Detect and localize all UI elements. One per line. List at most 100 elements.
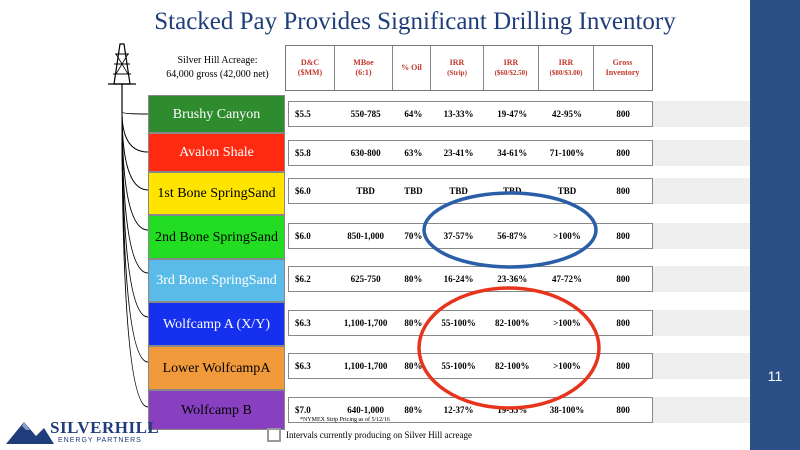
red-highlight-oval (417, 286, 601, 410)
formation-name-cont: Sand (247, 186, 276, 201)
row-shade (653, 101, 750, 127)
table-cell: $6.3 (295, 361, 311, 371)
logo-subtitle: ENERGY PARTNERS (58, 437, 142, 444)
acreage-line1: Silver Hill Acreage: (177, 55, 258, 66)
acreage-line2: 64,000 gross (42,000 net) (166, 69, 269, 80)
table-cell: 70% (404, 231, 423, 241)
table-cell: 82-100% (495, 318, 530, 328)
table-cell: TBD (503, 186, 522, 196)
header-gross-inventory: Gross Inventory (593, 46, 651, 90)
formation-name: Wolfcamp A (X/ (163, 316, 256, 332)
table-cell: 1,100-1,700 (343, 361, 388, 371)
page-number: 11 (767, 368, 783, 384)
table-cell: 38-100% (549, 405, 585, 415)
header-irr-strip: IRR (Strip) (430, 46, 483, 90)
table-row: $5.5 550-785 64% 13-33% 19-47% 42-95% 800 (288, 101, 653, 127)
formation-name: Wolfcamp B (181, 402, 252, 418)
table-cell: $5.8 (295, 148, 311, 158)
legend-text: Intervals currently producing on Silver … (286, 430, 472, 440)
table-cell: TBD (404, 186, 423, 196)
well-diagram-icon (108, 43, 149, 408)
table-cell: 23-36% (497, 274, 528, 284)
table-cell: 47-72% (551, 274, 582, 284)
table-cell: 630-800 (350, 148, 381, 158)
table-cell: >100% (553, 231, 581, 241)
table-cell: 1,100-1,700 (343, 318, 388, 328)
table-cell: $6.0 (295, 186, 311, 196)
row-shade (653, 353, 750, 379)
table-cell: TBD (449, 186, 468, 196)
header-irr-80: IRR ($80/$3.00) (538, 46, 593, 90)
table-cell: 80% (404, 274, 423, 284)
table-cell: 800 (616, 186, 630, 196)
table-cell: 63% (404, 148, 423, 158)
table-cell: 56-87% (497, 231, 528, 241)
acreage-label: Silver Hill Acreage: 64,000 gross (42,00… (150, 54, 285, 82)
table-cell: 550-785 (350, 109, 381, 119)
formation-layer: 2nd Bone Spring Sand (148, 215, 285, 259)
table-cell: $6.2 (295, 274, 311, 284)
formation-name: 2nd Bone Spring (155, 229, 250, 245)
table-cell: 16-24% (443, 274, 474, 284)
logo-wordmark: SILVERHILL (50, 418, 160, 437)
table-cell: 800 (616, 405, 630, 415)
table-cell: 37-57% (443, 231, 474, 241)
header-irr-60: IRR ($60/$2.50) (483, 46, 538, 90)
formation-name-cont: Sand (249, 229, 278, 245)
legend-swatch (267, 428, 281, 442)
table-cell: 80% (404, 318, 423, 328)
formation-name-cont: A (260, 360, 271, 376)
table-cell: 850-1,000 (347, 231, 384, 241)
table-cell: 82-100% (495, 361, 530, 371)
table-row: $5.8 630-800 63% 23-41% 34-61% 71-100% 800 (288, 140, 653, 166)
table-row: $6.3 1,100-1,700 80% 55-100% 82-100% >100% 800 (288, 353, 653, 379)
formation-name-cont: Sand (248, 273, 277, 288)
right-sidebar (750, 0, 800, 450)
table-cell: 19-55% (497, 405, 528, 415)
table-cell: >100% (553, 361, 581, 371)
table-cell: 55-100% (441, 318, 476, 328)
table-cell: 19-47% (497, 109, 528, 119)
table-cell: 12-37% (443, 405, 474, 415)
table-cell: 55-100% (441, 361, 476, 371)
table-cell: 13-33% (443, 109, 474, 119)
table-cell: $5.5 (295, 109, 311, 119)
formation-name-cont: Y) (255, 316, 270, 332)
footnote: *NYMEX Strip Pricing as of 5/12/16 (300, 417, 390, 423)
silverhill-logo-icon (6, 422, 54, 444)
table-cell: 42-95% (551, 109, 582, 119)
row-shade (653, 223, 750, 249)
table-cell: 71-100% (549, 148, 585, 158)
formation-name: Avalon Shale (179, 145, 254, 160)
table-cell: TBD (356, 186, 375, 196)
header-dc: D&C ($MM) (297, 58, 323, 77)
table-cell: 800 (616, 109, 630, 119)
header-mboe: MBoe (6:1) (334, 46, 392, 90)
formation-name: Lower Wolfcamp (162, 360, 261, 376)
row-shade (653, 397, 750, 423)
table-cell: 34-61% (497, 148, 528, 158)
table-cell: 640-1,000 (347, 405, 384, 415)
table-row: $6.0 850-1,000 70% 37-57% 56-87% >100% 800 (288, 223, 653, 249)
table-cell: 800 (616, 231, 630, 241)
formation-layer: Wolfcamp A (X/Y) (148, 302, 285, 346)
table-cell: $7.0 (295, 405, 311, 415)
table-cell: 800 (616, 148, 630, 158)
formation-layer: Brushy Canyon (148, 95, 285, 133)
formation-name: Brushy Canyon (172, 106, 261, 122)
table-cell: 64% (404, 109, 423, 119)
table-cell: 23-41% (443, 148, 474, 158)
table-cell: $6.3 (295, 318, 311, 328)
row-shade (653, 178, 750, 204)
table-cell: 625-750 (350, 274, 381, 284)
row-shade (653, 140, 750, 166)
table-cell: 80% (404, 405, 423, 415)
formation-layer: 1st Bone Spring Sand (148, 172, 285, 215)
formation-name: 1st Bone Spring (157, 186, 248, 201)
formation-name: 3rd Bone Spring (156, 273, 249, 288)
formation-layer: Lower Wolfcamp A (148, 346, 285, 390)
table-cell: $6.0 (295, 231, 311, 241)
table-cell: 800 (616, 274, 630, 284)
table-cell: >100% (553, 318, 581, 328)
table-cell: 80% (404, 361, 423, 371)
